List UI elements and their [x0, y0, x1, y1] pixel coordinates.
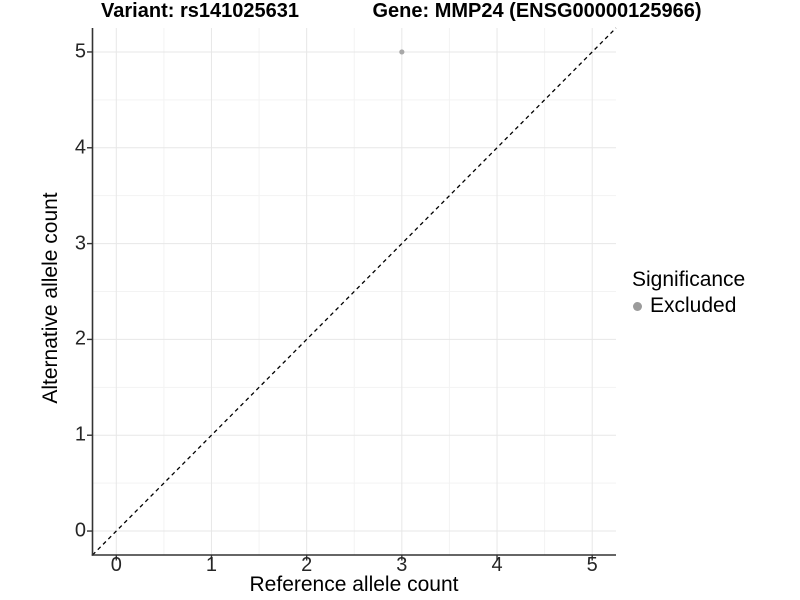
y-tick-label-5: 5	[74, 40, 86, 63]
x-tick-label-3: 3	[396, 554, 408, 576]
plot-title-variant: Variant: rs141025631	[101, 0, 299, 22]
y-tick-label-0: 0	[74, 519, 86, 542]
y-axis-title: Alternative allele count	[39, 192, 62, 404]
identity-line	[92, 27, 617, 556]
y-tick-label-4: 4	[74, 136, 86, 159]
x-tick-label-1: 1	[205, 554, 218, 576]
legend-title: Significance	[632, 268, 746, 291]
legend-point-icon	[633, 301, 642, 311]
legend-entry-label: Excluded	[650, 294, 737, 317]
y-tick-label-1: 1	[74, 423, 86, 446]
data-point-excluded	[399, 49, 405, 55]
x-axis-title: Reference allele count	[249, 573, 459, 596]
plot-title-gene: Gene: MMP24 (ENSG00000125966)	[372, 0, 702, 22]
x-tick-label-0: 0	[110, 554, 122, 576]
y-tick-label-3: 3	[74, 232, 86, 255]
x-tick-label-2: 2	[301, 554, 313, 576]
legend: Significance Excluded	[632, 268, 745, 318]
y-tick-label-2: 2	[74, 327, 86, 350]
x-tick-label-4: 4	[491, 554, 503, 576]
legend-entry-excluded: Excluded	[632, 294, 745, 318]
x-tick-label-5: 5	[586, 554, 598, 576]
